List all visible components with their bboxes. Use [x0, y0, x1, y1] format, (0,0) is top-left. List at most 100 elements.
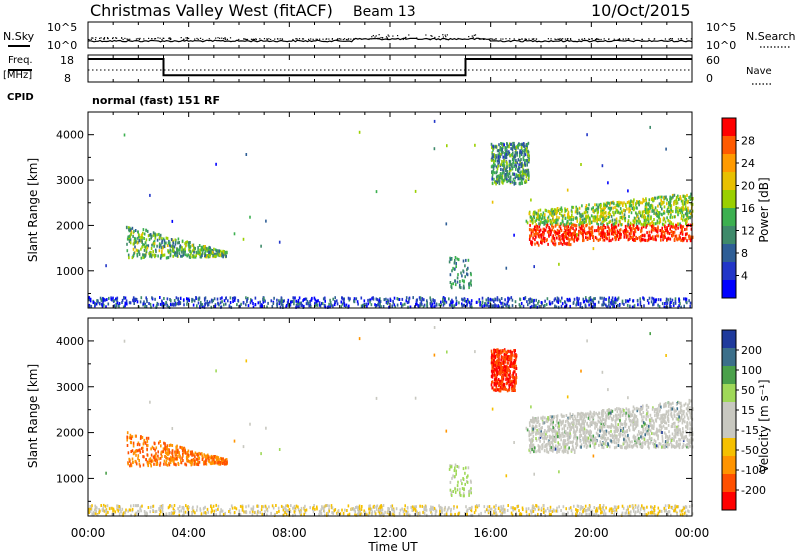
data-cell: [318, 301, 321, 305]
noise-point: [686, 38, 688, 40]
data-cell: [663, 210, 665, 213]
data-cell: [527, 303, 529, 307]
data-cell: [134, 434, 137, 438]
data-cell: [571, 210, 573, 214]
data-cell: [603, 425, 606, 429]
data-cell: [568, 231, 570, 235]
data-cell: [609, 213, 612, 217]
data-cell: [500, 150, 503, 154]
data-cell: [154, 255, 156, 259]
data-cell: [643, 234, 646, 238]
data-cell: [654, 235, 657, 239]
data-cell: [590, 226, 593, 230]
data-cell: [556, 232, 558, 235]
data-cell: [224, 302, 227, 306]
data-cell: [625, 235, 628, 239]
data-cell: [191, 249, 194, 253]
data-cell: [153, 244, 155, 248]
data-cell: [465, 300, 468, 303]
noise-point: [402, 38, 404, 41]
noise-point: [199, 37, 202, 39]
data-cell: [684, 444, 687, 448]
data-cell: [440, 303, 442, 307]
data-cell: [289, 303, 292, 307]
data-cell: [295, 299, 297, 303]
colorbar-tick-label: 16: [741, 202, 755, 215]
data-cell: [589, 232, 592, 236]
data-cell: [173, 245, 176, 249]
data-cell: [675, 195, 678, 199]
data-cell: [598, 434, 601, 438]
data-cell: [199, 452, 202, 456]
data-cell: [616, 428, 618, 431]
noise-point: [196, 37, 198, 40]
data-cell: [126, 435, 128, 439]
data-cell: [609, 305, 611, 309]
data-cell: [652, 427, 655, 430]
data-cell: [527, 141, 530, 145]
data-cell: [548, 302, 551, 306]
data-cell: [429, 298, 432, 302]
data-cell: [493, 300, 495, 304]
data-cell: [576, 301, 578, 305]
data-cell: [562, 442, 564, 446]
data-cell: [187, 297, 189, 301]
data-cell: [640, 229, 643, 233]
data-cell: [643, 304, 645, 308]
data-cell: [377, 300, 380, 304]
data-cell: [162, 237, 165, 241]
data-cell: [496, 177, 498, 181]
noise-point: [535, 38, 538, 40]
data-cell: [639, 214, 642, 218]
data-cell: [203, 305, 206, 309]
data-cell: [552, 445, 554, 449]
data-cell: [595, 411, 597, 415]
data-cell: [595, 421, 597, 425]
data-cell: [141, 241, 143, 244]
data-cell: [126, 242, 128, 246]
data-cell: [539, 435, 542, 439]
data-cell: [138, 249, 140, 253]
data-cell: [505, 152, 507, 156]
data-cell: [455, 299, 458, 303]
data-cell: [675, 206, 678, 210]
data-cell: [662, 424, 665, 428]
data-cell: [571, 205, 573, 209]
data-cell: [509, 167, 511, 170]
data-cell: [528, 176, 530, 180]
data-cell: [576, 419, 578, 422]
data-cell: [541, 214, 544, 218]
data-cell: [642, 197, 644, 201]
data-cell: [604, 203, 607, 207]
data-cell: [602, 207, 604, 211]
data-cell: [515, 173, 518, 177]
data-cell: [643, 216, 645, 220]
data-cell: [356, 300, 359, 304]
data-cell: [285, 305, 287, 309]
data-cell: [636, 440, 638, 444]
data-cell: [620, 232, 622, 236]
data-cell: [519, 177, 521, 181]
data-cell: [463, 286, 465, 290]
data-cell: [634, 407, 636, 411]
data-cell: [543, 430, 545, 434]
data-cell: [608, 239, 610, 243]
data-cell: [648, 237, 650, 241]
data-cell: [105, 264, 107, 268]
data-cell: [171, 451, 173, 455]
data-cell: [340, 305, 343, 309]
data-cell: [182, 452, 184, 456]
data-cell: [502, 146, 504, 150]
data-cell: [99, 296, 102, 300]
data-cell: [546, 447, 548, 451]
data-cell: [213, 247, 215, 251]
noise-point: [148, 37, 150, 40]
data-cell: [141, 236, 144, 240]
data-cell: [189, 245, 192, 249]
data-cell: [532, 430, 535, 434]
data-cell: [651, 296, 653, 300]
data-cell: [650, 230, 653, 234]
noise-point: [380, 36, 382, 39]
data-cell: [146, 229, 149, 233]
data-cell: [242, 237, 245, 241]
